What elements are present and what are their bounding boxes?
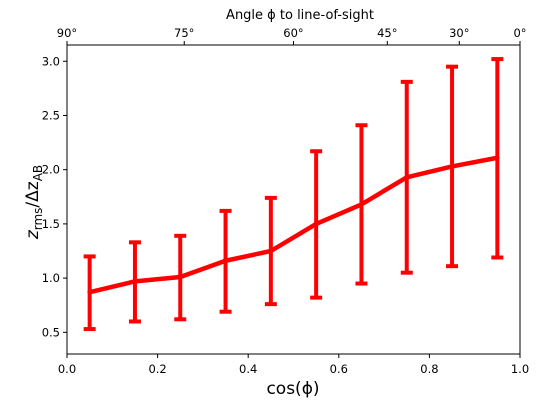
x-tick-label-3: 0.6 [330, 362, 348, 376]
series-layer [83, 57, 504, 332]
y-axis-label: zrms/ΔzAB [23, 165, 45, 240]
data-point-0 [87, 290, 92, 295]
data-point-4 [268, 248, 274, 254]
data-point-2 [178, 274, 183, 280]
data-point-9 [495, 155, 500, 160]
series-line-0 [87, 155, 500, 295]
top-tick-label-1: 75° [174, 26, 194, 40]
data-point-1 [132, 279, 138, 284]
top-axis-label: Angle ϕ to line-of-sight [226, 8, 374, 23]
y-axis-label-sep: /Δz [23, 181, 43, 207]
y-tick-label-1: 1.0 [42, 271, 60, 285]
top-tick-label-4: 30° [449, 26, 469, 40]
data-point-7 [404, 175, 409, 180]
y-tick-label-0: 0.5 [42, 325, 60, 339]
top-tick-label-3: 45° [377, 26, 397, 40]
x-tick-label-1: 0.2 [148, 362, 166, 376]
y-axis-label-var: z [23, 229, 43, 240]
top-tick-label-0: 90° [57, 26, 77, 40]
y-axis-label-sub2: AB [31, 165, 45, 181]
x-tick-label-4: 0.8 [420, 362, 438, 376]
x-tick-label-2: 0.4 [239, 362, 257, 376]
y-tick-label-3: 2.0 [42, 163, 60, 177]
top-tick-label-2: 60° [283, 26, 303, 40]
y-tick-label-2: 1.5 [42, 217, 60, 231]
data-point-6 [359, 202, 364, 207]
top-tick-label-5: 0° [513, 26, 526, 40]
y-tick-label-5: 3.0 [42, 54, 60, 68]
y-axis-label-sub: rms [31, 208, 45, 231]
data-point-5 [313, 221, 319, 227]
data-point-3 [223, 258, 228, 263]
data-point-8 [449, 164, 455, 169]
x-tick-label-5: 1.0 [511, 362, 529, 376]
x-tick-label-0: 0.0 [58, 362, 76, 376]
x-axis-label: cos(ϕ) [266, 379, 319, 399]
y-tick-label-4: 2.5 [42, 108, 60, 122]
